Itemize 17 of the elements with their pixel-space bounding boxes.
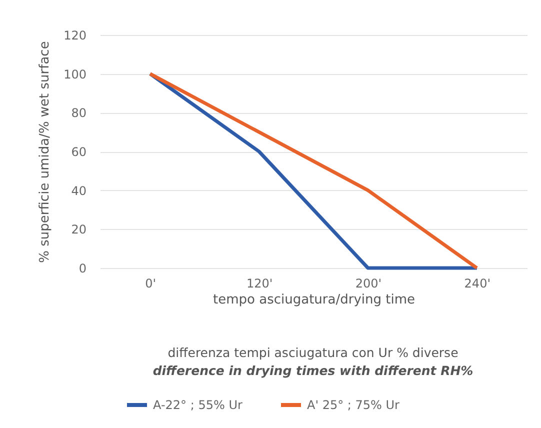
text: difference in drying times with different RH% (152, 363, 474, 378)
y-tick-label: 100 (64, 67, 86, 82)
y-tick-label: 120 (64, 28, 86, 42)
y-tick-label: 0 (78, 262, 86, 276)
x-tick-label: 200' (355, 276, 382, 290)
x-tick-label: 120' (246, 276, 273, 290)
legend-label: A-22° ; 55% Ur (153, 398, 242, 412)
legend-label: A' 25° ; 75% Ur (307, 398, 400, 412)
x-tick-label: 0' (145, 276, 156, 290)
y-tick-label: 40 (71, 184, 86, 198)
y-tick-label: 80 (71, 106, 86, 120)
y-tick-label: 60 (71, 145, 86, 159)
y-axis-title: % superficie umida/% wet surface (38, 41, 53, 263)
x-tick-label: 240' (464, 276, 490, 290)
x-axis-title: tempo asciugatura/drying time (213, 292, 415, 308)
y-tick-label: 20 (71, 222, 86, 237)
text: differenza tempi asciugatura con Ur % diverse (168, 345, 459, 360)
